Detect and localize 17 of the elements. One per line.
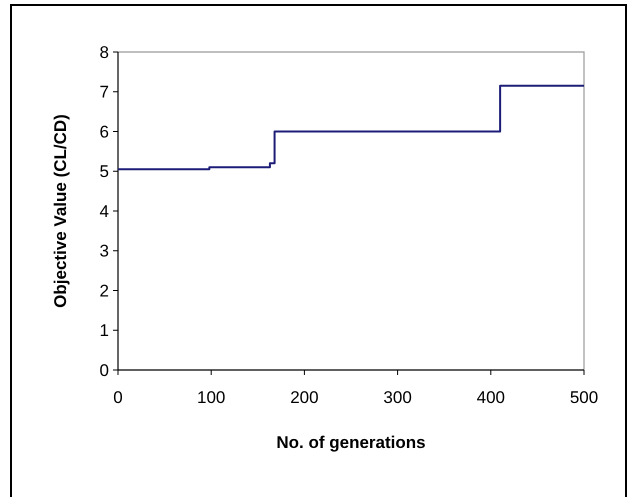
y-tick-label: 2 [100,281,109,300]
x-tick-label: 200 [290,388,319,407]
y-tick-label: 3 [100,242,109,261]
y-tick-label: 6 [100,122,109,142]
y-tick-label: 5 [100,162,109,182]
x-axis-title: No. of generations [276,433,426,452]
y-tick-label: 1 [100,321,109,340]
y-tick-label: 4 [100,202,109,221]
y-tick-label: 7 [100,82,109,102]
x-tick-label: 400 [476,388,505,407]
x-tick-label: 100 [197,388,226,407]
x-tick-label: 300 [383,388,412,407]
x-tick-label: 500 [570,388,598,407]
x-tick-label: 0 [113,388,123,407]
y-tick-label: 8 [100,42,109,62]
y-axis-title: Objective Value (CL/CD) [51,114,70,308]
y-tick-label: 0 [100,360,109,380]
